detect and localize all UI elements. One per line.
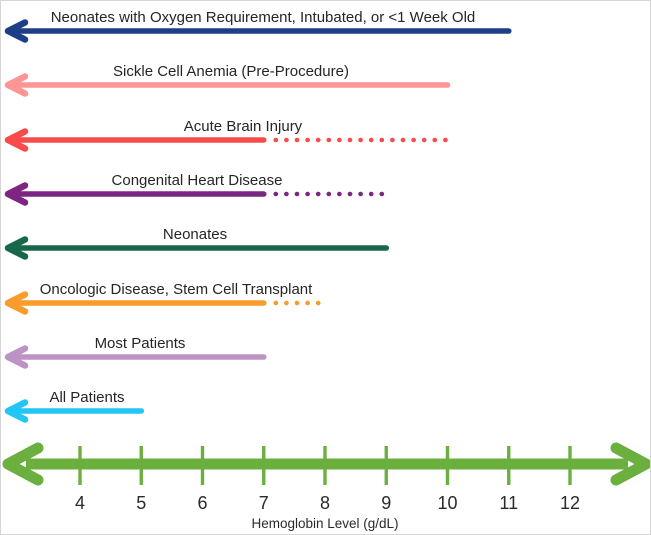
axis-tick-label: 8 [320, 493, 330, 513]
axis-tick-label: 10 [437, 493, 457, 513]
row-label: All Patients [49, 389, 124, 406]
threshold-arrow-row: Neonates with Oxygen Requirement, Intuba… [4, 9, 512, 43]
x-axis-title: Hemoglobin Level (g/dL) [251, 516, 398, 531]
threshold-arrow-row: All Patients [4, 389, 145, 423]
threshold-arrow-row: Sickle Cell Anemia (Pre-Procedure) [4, 63, 451, 97]
axis-tick-label: 6 [197, 493, 207, 513]
axis-tick-label: 9 [381, 493, 391, 513]
row-label: Most Patients [95, 335, 186, 352]
axis-tick-label: 5 [136, 493, 146, 513]
left-arrowhead-icon [4, 182, 29, 206]
left-arrowhead-icon [4, 291, 29, 315]
left-arrowhead-icon [4, 128, 29, 152]
axis-tick-label: 11 [499, 493, 518, 513]
row-label: Oncologic Disease, Stem Cell Transplant [40, 281, 313, 298]
axis-tick-label: 7 [259, 493, 269, 513]
axis-left-arrowhead-icon [2, 442, 44, 486]
threshold-arrow-row: Oncologic Disease, Stem Cell Transplant [4, 281, 328, 315]
threshold-arrow-row: Most Patients [4, 335, 267, 369]
left-arrowhead-icon [4, 73, 29, 97]
axis-tick-label: 12 [560, 493, 580, 513]
threshold-arrow-row: Acute Brain Injury [4, 118, 450, 152]
left-arrowhead-icon [4, 399, 29, 423]
x-axis: 4 5 6 7 8 9 10 11 12 Hemoglobin Level (g/dL) [2, 442, 650, 531]
axis-right-arrowhead-icon [610, 442, 650, 486]
row-label: Acute Brain Injury [184, 118, 303, 135]
left-arrowhead-icon [4, 19, 29, 43]
threshold-arrow-row: Neonates [4, 226, 390, 260]
row-label: Neonates [163, 226, 227, 243]
row-label: Sickle Cell Anemia (Pre-Procedure) [113, 63, 349, 80]
threshold-arrow-row: Congenital Heart Disease [4, 172, 389, 206]
left-arrowhead-icon [4, 236, 29, 260]
row-label: Neonates with Oxygen Requirement, Intuba… [51, 9, 476, 26]
axis-tick-label: 4 [75, 493, 85, 513]
left-arrowhead-icon [4, 345, 29, 369]
row-label: Congenital Heart Disease [112, 172, 283, 189]
